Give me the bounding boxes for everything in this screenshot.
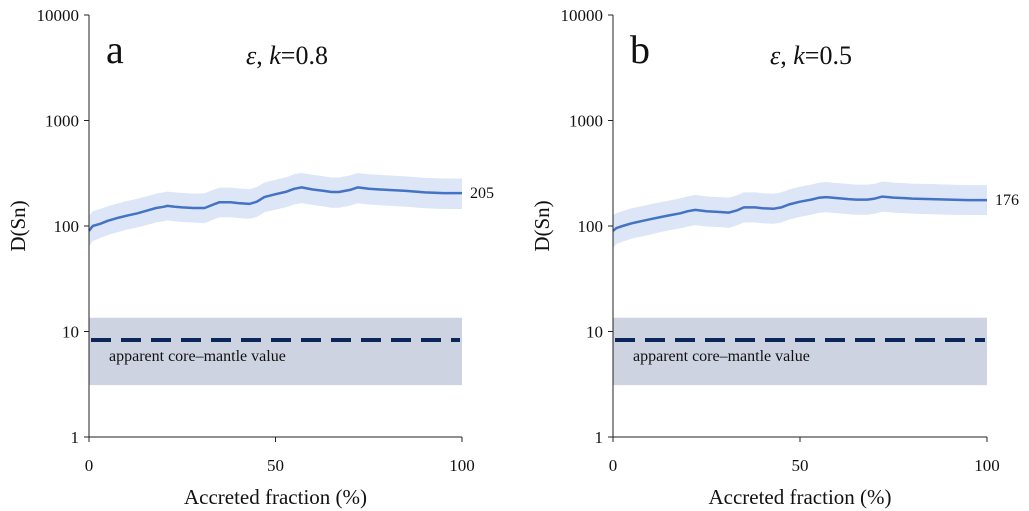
x-axis-title: Accreted fraction (%) (708, 485, 891, 509)
x-tick-label: 100 (974, 456, 1000, 475)
y-tick-label: 100 (54, 217, 80, 236)
y-tick-label: 10 (62, 323, 79, 342)
series-end-label: 176 (995, 192, 1019, 209)
x-ticks: 0 50 100 (609, 437, 1000, 475)
reference-band-label: apparent core–mantle value (633, 348, 810, 365)
panel-title: ε, k=0.5 (770, 41, 852, 70)
reference-band (89, 317, 462, 386)
title-variable: k (269, 41, 281, 70)
panel-letter: a (106, 27, 124, 72)
panel-b: 1 10 100 1000 10000 0 50 100 Accreted fr… (530, 6, 1019, 509)
title-symbol: ε (770, 41, 781, 70)
title-value: =0.5 (805, 41, 852, 70)
series-line (612, 195, 987, 232)
y-tick-label: 1 (595, 428, 604, 447)
title-separator: , (780, 41, 793, 70)
x-tick-label: 0 (609, 456, 618, 475)
title-value: =0.8 (281, 41, 328, 70)
reference-band (613, 317, 987, 386)
y-tick-label: 1000 (45, 112, 79, 131)
y-tick-label: 10 (586, 323, 603, 342)
series-end-label: 205 (470, 185, 494, 202)
x-tick-label: 50 (792, 456, 809, 475)
panel-a: 1 10 100 1000 10000 0 50 100 Accreted fr… (6, 6, 494, 509)
title-separator: , (256, 41, 269, 70)
x-tick-label: 0 (85, 456, 94, 475)
y-axis-title: D(Sn) (6, 200, 30, 251)
y-tick-label: 10000 (37, 6, 80, 25)
y-tick-label: 10000 (561, 6, 604, 25)
panel-letter: b (630, 27, 650, 72)
x-tick-label: 50 (267, 456, 284, 475)
title-variable: k (793, 41, 805, 70)
y-tick-label: 1 (71, 428, 80, 447)
y-tick-label: 1000 (569, 112, 603, 131)
uncertainty-envelope (89, 173, 462, 247)
y-ticks: 1 10 100 1000 10000 (561, 6, 613, 447)
x-axis-title: Accreted fraction (%) (184, 485, 367, 509)
y-axis-title: D(Sn) (530, 200, 554, 251)
y-ticks: 1 10 100 1000 10000 (37, 6, 89, 447)
panel-title: ε, k=0.8 (246, 41, 328, 70)
y-tick-label: 100 (578, 217, 604, 236)
series-line (88, 186, 462, 232)
x-ticks: 0 50 100 (85, 437, 475, 475)
x-tick-label: 100 (449, 456, 475, 475)
reference-band-label: apparent core–mantle value (109, 348, 286, 365)
title-symbol: ε (246, 41, 257, 70)
